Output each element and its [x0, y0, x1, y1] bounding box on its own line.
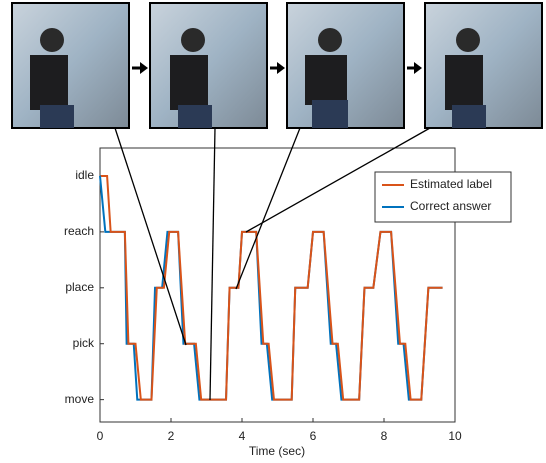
y-tick-label: move: [65, 392, 95, 406]
y-tick-label: place: [65, 280, 94, 294]
photo: [425, 3, 542, 128]
x-tick-label: 4: [239, 429, 246, 443]
legend-label: Correct answer: [410, 199, 491, 213]
y-tick-label: idle: [75, 168, 94, 182]
x-tick-label: 2: [168, 429, 175, 443]
photo: [12, 3, 129, 128]
photo: [150, 3, 267, 128]
figure: 0 2 4 6 8 10 move pick place reach idle Estimated …: [0, 0, 546, 463]
connectors: [115, 128, 430, 400]
x-tick-label: 0: [97, 429, 104, 443]
y-tick-label: reach: [64, 224, 94, 238]
x-axis-label: Time (sec): [249, 444, 305, 458]
legend-label: Estimated label: [410, 177, 492, 191]
y-tick-label: pick: [73, 336, 95, 350]
x-tick-label: 10: [448, 429, 462, 443]
photo: [287, 3, 404, 128]
photos: [12, 3, 542, 128]
x-tick-label: 8: [381, 429, 388, 443]
x-tick-label: 6: [310, 429, 317, 443]
